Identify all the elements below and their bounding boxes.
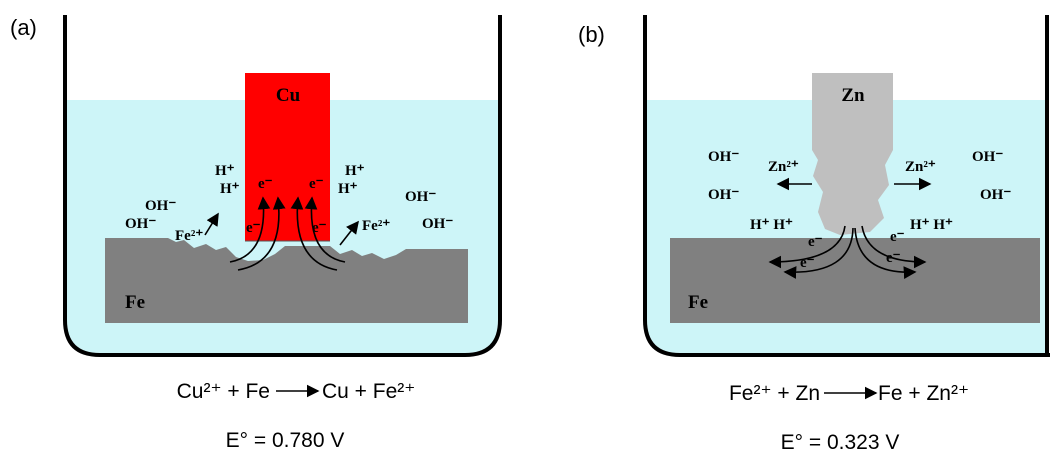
potential: E° = 0.323 V bbox=[781, 431, 900, 450]
ion-label: H⁺ H⁺ bbox=[910, 217, 953, 233]
ion-label: OH⁻ bbox=[972, 149, 1003, 165]
potential: E° = 0.780 V bbox=[226, 429, 345, 450]
ion-label: e⁻ bbox=[886, 250, 901, 266]
ion-label: H⁺ bbox=[338, 181, 358, 197]
ion-label: OH⁻ bbox=[980, 187, 1011, 203]
base-label: Fe bbox=[688, 292, 708, 313]
equation-right: Cu + Fe²⁺ bbox=[322, 380, 415, 403]
ion-label: e⁻ bbox=[890, 229, 905, 245]
equation-left: Fe²⁺ + Zn bbox=[729, 382, 820, 405]
fe-block bbox=[670, 238, 1040, 323]
ion-label: e⁻ bbox=[309, 176, 324, 192]
ion-label: Zn²⁺ bbox=[905, 159, 936, 175]
ion-label: OH⁻ bbox=[125, 216, 156, 232]
ion-label: OH⁻ bbox=[145, 198, 176, 214]
panel-label: (b) bbox=[578, 22, 605, 47]
ion-label: e⁻ bbox=[246, 220, 261, 236]
equation-left: Cu²⁺ + Fe bbox=[177, 380, 270, 403]
equation-right: Fe + Zn²⁺ bbox=[878, 382, 969, 405]
ion-label: OH⁻ bbox=[422, 216, 453, 232]
electrode-label: Zn bbox=[841, 85, 865, 106]
figure: (a) Cu Fe Cu²⁺ + Fe Cu + Fe²⁺ E° = 0.780… bbox=[0, 0, 1050, 450]
base-label: Fe bbox=[125, 292, 145, 313]
ion-label: OH⁻ bbox=[708, 149, 739, 165]
page: (a) Cu Fe Cu²⁺ + Fe Cu + Fe²⁺ E° = 0.780… bbox=[0, 0, 1050, 450]
ion-label: OH⁻ bbox=[708, 187, 739, 203]
ion-label: e⁻ bbox=[258, 176, 273, 192]
ion-label: H⁺ bbox=[220, 181, 240, 197]
ion-label: e⁻ bbox=[800, 255, 815, 271]
ion-label: H⁺ bbox=[215, 163, 235, 179]
ion-label: e⁻ bbox=[312, 220, 327, 236]
ion-label: Fe²⁺ bbox=[362, 218, 390, 234]
panel-label: (a) bbox=[10, 15, 37, 40]
fe-block bbox=[105, 238, 468, 323]
electrode-label: Cu bbox=[276, 85, 301, 106]
ion-label: H⁺ bbox=[345, 163, 365, 179]
ion-label: H⁺ H⁺ bbox=[750, 217, 793, 233]
ion-label: Fe²⁺ bbox=[175, 228, 203, 244]
ion-label: e⁻ bbox=[808, 234, 823, 250]
ion-label: Zn²⁺ bbox=[768, 159, 799, 175]
ion-label: OH⁻ bbox=[405, 189, 436, 205]
